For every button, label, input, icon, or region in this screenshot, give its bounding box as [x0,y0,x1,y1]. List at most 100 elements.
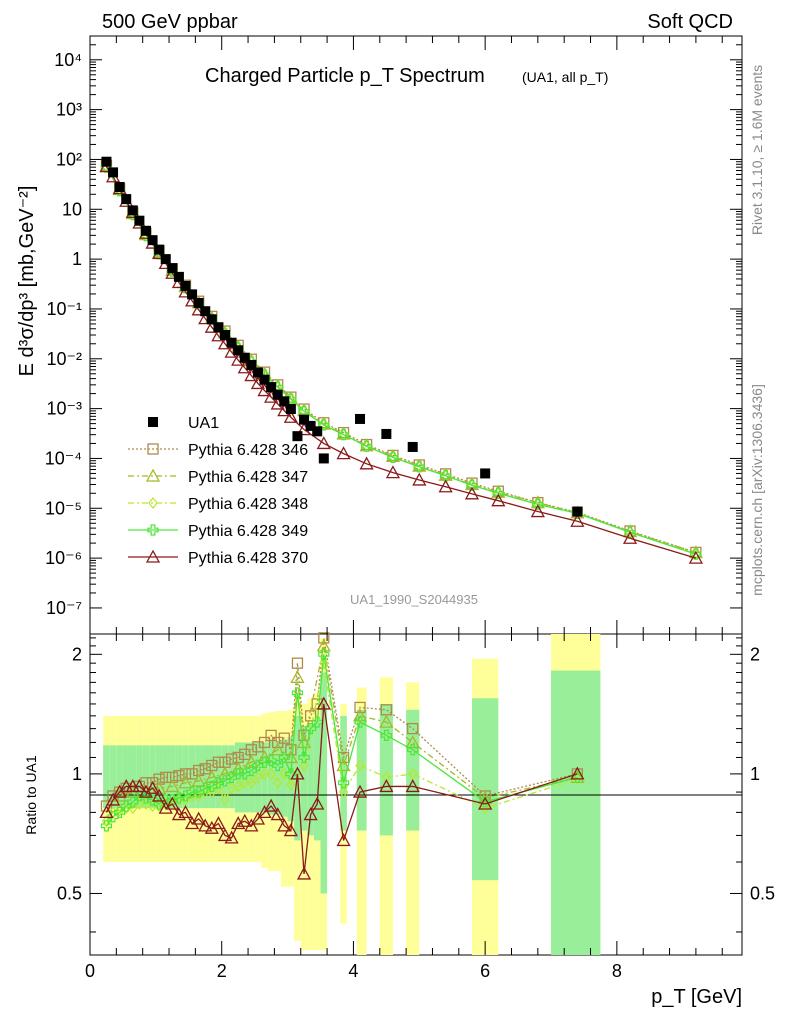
ratio-data-point [407,722,419,735]
ratio-data-point [405,779,420,793]
ratio-band-inner [313,720,321,841]
ratio-data-point [283,750,298,764]
legend-marker [148,417,158,427]
main-data-point [279,396,290,407]
ratio-data-point [132,779,147,793]
rivet-label: Rivet 3.1.10, ≥ 1.6M events [749,65,765,235]
main-data-point [690,548,702,560]
main-data-point [359,456,374,470]
ratio-data-point [286,778,296,791]
ratio-data-point [257,805,272,819]
ratio-data-point [152,788,167,802]
ratio-data-point [299,759,309,772]
ratio-data-point [278,751,290,764]
legend-label: Pythia 6.428 346 [188,442,308,459]
ratio-data-point [186,768,198,780]
legend-marker [147,443,159,455]
legend-item: UA1 [148,415,219,432]
ratio-data-point [213,782,224,795]
ratio-data-point [100,820,113,832]
main-data-point [193,297,204,308]
ratio-data-point [352,708,368,722]
ratio-series-line [105,637,578,807]
header-left: 500 GeV ppbar [102,11,238,33]
main-data-point [154,244,165,255]
legend: UA1 Pythia 6.428 346 Pythia 6.428 347 Pythi… [128,415,308,567]
ratio-data-point [296,866,312,880]
main-data-point [361,440,373,452]
legend-item: Pythia 6.428 348 [128,496,308,513]
ratio-y-ticks: 0.5 0.5 1 1 2 2 [57,637,775,933]
ratio-data-point [407,767,418,780]
main-data-point [385,465,401,479]
ratio-series [99,632,585,880]
ratio-data-point [318,632,330,644]
ratio-data-point [246,776,257,789]
ratio-data-point [337,777,350,789]
main-y-tick-label: 1 [72,249,82,269]
legend-label: Pythia 6.428 348 [188,496,308,513]
x-tick-label: 2 [217,961,227,981]
ratio-data-point [266,767,276,780]
ratio-data-point [290,669,305,684]
main-panel: 10⁻⁷ 10⁻⁶ 10⁻⁵ 10⁻⁴ 10⁻³ 10⁻² 10⁻¹ 1 10 10² 10³ 10⁴… [16,35,743,635]
main-data-point [180,280,191,291]
legend-item: Pythia 6.428 347 [128,468,308,486]
main-y-tick-label: 10⁻⁶ [45,548,82,568]
watermark: UA1_1990_S2044935 [350,592,478,607]
main-y-tick-label: 10³ [56,100,82,120]
main-plot-frame [89,35,743,635]
main-data-point [305,420,316,431]
ratio-data-point [270,807,285,821]
ratio-data-point [237,813,252,827]
main-data-point [292,431,303,442]
main-data-point [272,389,283,400]
ratio-data-point [354,701,366,714]
legend-label: Pythia 6.428 349 [188,523,308,540]
main-data-point [147,235,158,246]
main-data-point [134,215,145,226]
ratio-data-point [244,754,259,768]
legend-marker [147,524,159,536]
ratio-band-inner [195,745,202,809]
ratio-data-point [153,773,165,785]
main-data-point [318,453,329,464]
ratio-data-point [355,759,365,772]
ratio-band-inner [129,745,137,809]
ratio-data-point [179,768,192,780]
main-data-point [266,382,277,393]
main-data-point [570,513,585,527]
ratio-data-point [217,766,233,780]
ratio-data-point [570,766,585,780]
ratio-band-inner [122,745,130,809]
ratio-data-point [291,687,304,699]
legend-label: Pythia 6.428 347 [188,469,308,486]
main-data-point [355,413,366,424]
main-data-point [200,306,211,317]
ratio-data-point [379,714,394,728]
main-y-ticks: 10⁻⁷ 10⁻⁶ 10⁻⁵ 10⁻⁴ 10⁻³ 10⁻² 10⁻¹ 1 10 10² 10³ 10⁴ [45,35,742,618]
ratio-band-inner [109,745,117,809]
ratio-data-point [258,736,271,749]
ratio-data-point [250,811,266,825]
ratio-band-inner [136,745,143,809]
ratio-band-inner [215,745,222,809]
ratio-data-point [105,792,121,806]
ratio-data-point [265,729,277,742]
ratio-band-inner [320,672,328,894]
ratio-data-point [245,744,258,756]
x-tick-label: 8 [612,961,622,981]
main-y-axis-label: E d³σ/dp³ [mb,GeV⁻²] [16,186,38,377]
ratio-data-point [239,776,250,789]
main-data-point [246,360,257,371]
ratio-data-point [354,716,366,728]
main-data-point [285,404,296,415]
ratio-y-tick-label: 2 [72,644,82,664]
main-data-point [101,156,112,167]
ratio-data-point [278,732,290,744]
main-data-point [252,367,263,378]
ratio-y-axis-label: Ratio to UA1 [23,755,39,835]
main-data-point [412,472,427,486]
ratio-data-point [244,818,259,832]
